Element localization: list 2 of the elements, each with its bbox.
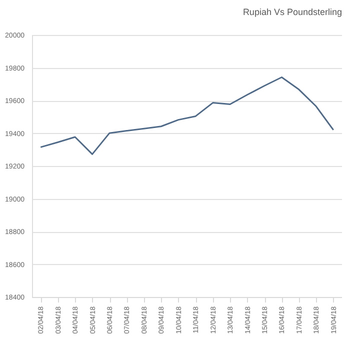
chart-title: Rupiah Vs Poundsterling [242, 7, 342, 17]
line-series [40, 76, 334, 155]
